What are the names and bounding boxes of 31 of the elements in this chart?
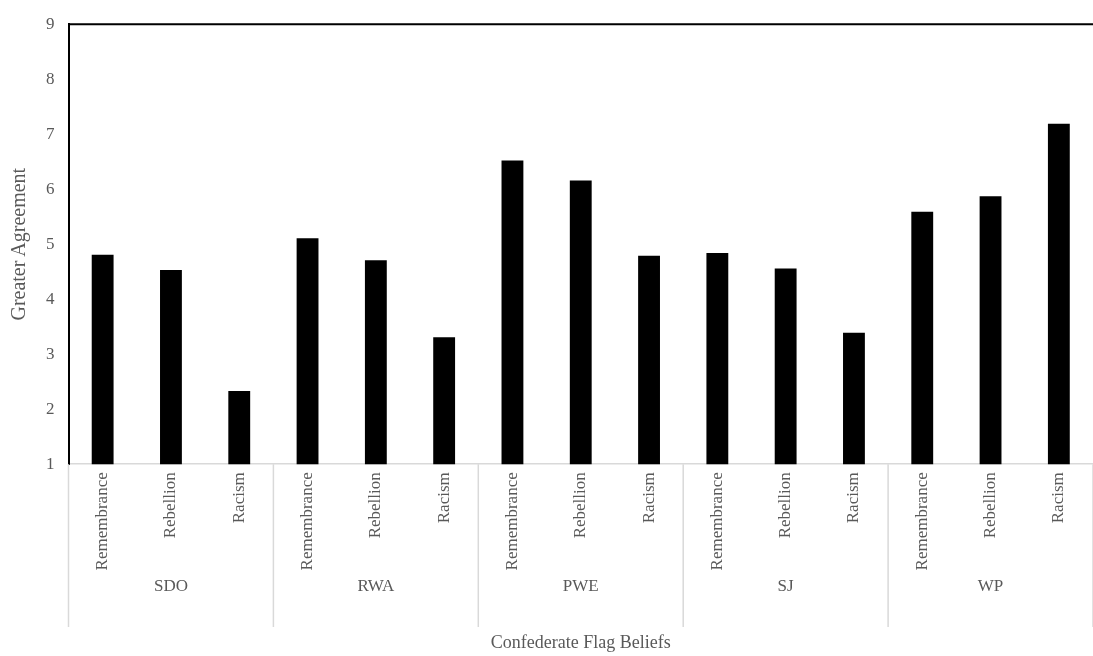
x-tick-label: Rebellion (365, 471, 385, 539)
y-tick-label: 4 (46, 288, 55, 308)
x-tick-label: Racism (843, 472, 863, 524)
y-tick-label: 7 (46, 123, 55, 143)
x-tick-label: Rebellion (570, 471, 590, 539)
y-tick-label: 1 (46, 453, 55, 473)
x-tick-label: Rebellion (775, 471, 795, 539)
y-tick-label: 8 (46, 68, 55, 88)
y-tick-label: 6 (46, 178, 55, 198)
x-tick-label: Rebellion (160, 471, 180, 539)
x-tick-label: Rebellion (980, 471, 1000, 539)
text: SJ (777, 576, 795, 596)
text: WP (977, 576, 1004, 596)
x-tick-label: Racism (228, 472, 248, 524)
y-tick-label: 3 (46, 343, 55, 363)
x-tick-label: Racism (433, 472, 453, 524)
y-tick-label: 5 (46, 233, 55, 253)
y-tick-label: 2 (46, 398, 55, 418)
x-tick-label: Remembrance (92, 472, 112, 571)
x-tick-label: Racism (1048, 472, 1068, 524)
y-axis-title: Greater Agreement (7, 167, 31, 321)
x-tick-label: Racism (638, 472, 658, 524)
text: SDO (153, 576, 188, 596)
x-tick-label: Remembrance (501, 472, 521, 571)
x-axis-title: Confederate Flag Beliefs (490, 631, 671, 652)
text: RWA (357, 576, 395, 596)
x-tick-label: Remembrance (911, 472, 931, 571)
text: PWE (562, 576, 599, 596)
x-tick-label: Remembrance (297, 472, 317, 571)
y-tick-label: 9 (46, 13, 55, 33)
x-tick-label: Remembrance (706, 472, 726, 571)
